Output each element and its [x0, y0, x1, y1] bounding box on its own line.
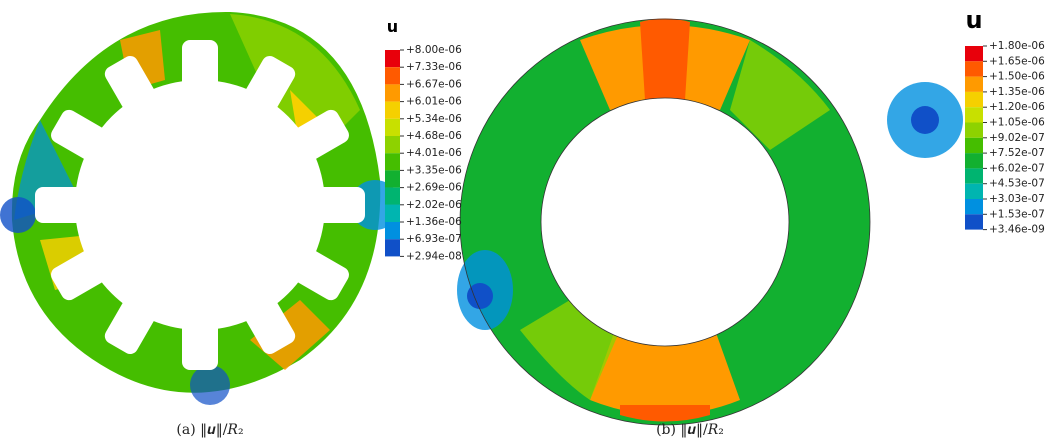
colorbar-band — [385, 136, 400, 153]
colorbar-label: +7.52e-07 — [989, 147, 1045, 159]
colorbar-label: +1.50e-06 — [989, 71, 1045, 83]
colorbar-label: +1.80e-06 — [989, 40, 1045, 52]
colorbar-label: +3.03e-07 — [989, 193, 1045, 205]
colorbar-title: u — [965, 6, 982, 34]
colorbar-label: +3.46e-09 — [989, 224, 1045, 236]
colorbar-band — [385, 222, 400, 239]
colorbar-band — [385, 102, 400, 119]
colorbar-band — [965, 77, 983, 92]
caption: (a) ‖𝒖‖/𝑅₂ — [176, 422, 243, 438]
colorbar-label: +4.53e-07 — [989, 178, 1045, 190]
colorbar-label: +4.01e-06 — [406, 147, 462, 159]
colorbar-band — [965, 138, 983, 153]
colorbar-band — [385, 239, 400, 256]
colorbar-label: +1.36e-06 — [406, 216, 462, 228]
colorbar-label: +6.93e-07 — [406, 233, 462, 245]
colorbar-band — [965, 168, 983, 183]
colorbar-label: +8.00e-06 — [406, 44, 462, 56]
colorbar-label: +9.02e-07 — [989, 132, 1045, 144]
colorbar-label: +1.53e-07 — [989, 208, 1045, 220]
colorbar-label: +6.01e-06 — [406, 96, 462, 108]
colorbar-label: +4.68e-06 — [406, 130, 462, 142]
colorbar-label: +1.20e-06 — [989, 101, 1045, 113]
colorbar-band — [385, 170, 400, 187]
colorbar-band — [965, 214, 983, 229]
colorbar-band — [385, 50, 400, 67]
colorbar-label: +6.02e-07 — [989, 162, 1045, 174]
figure: (a) ‖𝒖‖/𝑅₂ (b) ‖𝒖‖/𝑅₂ u +8.00e-06 +7.33e-0… — [0, 0, 1060, 446]
colorbar-label: +5.34e-06 — [406, 113, 462, 125]
colorbar-band — [965, 199, 983, 214]
colorbar-label: +3.35e-06 — [406, 164, 462, 176]
colorbar-band — [965, 46, 983, 61]
colorbar-label: +2.69e-06 — [406, 182, 462, 194]
colorbar-band — [965, 153, 983, 168]
colorbar-band — [385, 119, 400, 136]
colorbar-label: +7.33e-06 — [406, 61, 462, 73]
colorbar-band — [385, 153, 400, 170]
colorbar-label: +2.02e-06 — [406, 199, 462, 211]
contour-plot-b — [457, 19, 963, 426]
colorbar-label: +2.94e-08 — [406, 250, 462, 262]
colorbar-band — [385, 188, 400, 205]
colorbar-band — [965, 123, 983, 138]
caption: (b) ‖𝒖‖/𝑅₂ — [656, 422, 724, 438]
contour-plot-a — [0, 12, 400, 405]
colorbar-band — [965, 61, 983, 76]
colorbar-band — [965, 92, 983, 107]
colorbar-label: +1.05e-06 — [989, 117, 1045, 129]
colorbar-band — [385, 67, 400, 84]
colorbar-band — [965, 184, 983, 199]
colorbar-label: +1.35e-06 — [989, 86, 1045, 98]
colorbar-band — [965, 107, 983, 122]
colorbar-title: u — [387, 17, 398, 36]
colorbar-band — [385, 205, 400, 222]
colorbar-label: +6.67e-06 — [406, 78, 462, 90]
colorbar-label: +1.65e-06 — [989, 55, 1045, 67]
colorbar-band — [385, 84, 400, 101]
